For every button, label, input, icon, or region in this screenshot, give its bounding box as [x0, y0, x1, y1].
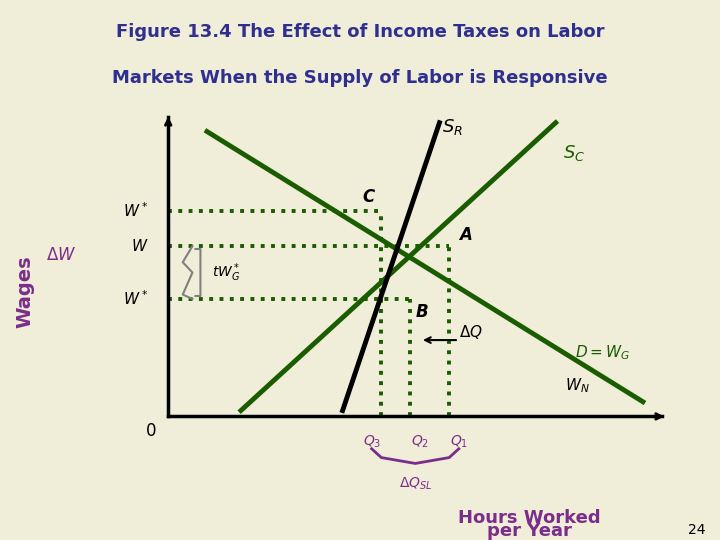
Text: Figure 13.4 The Effect of Income Taxes on Labor: Figure 13.4 The Effect of Income Taxes o… [116, 23, 604, 41]
Text: Wages: Wages [16, 255, 35, 328]
Text: $\Delta Q_{SL}$: $\Delta Q_{SL}$ [399, 475, 432, 491]
Text: $S_C$: $S_C$ [563, 143, 585, 163]
Text: $W$: $W$ [131, 238, 149, 254]
Text: $\Delta Q$: $\Delta Q$ [459, 323, 482, 341]
Text: $Q_2$: $Q_2$ [411, 434, 429, 450]
Text: 0: 0 [146, 422, 156, 440]
Text: $Q_3$: $Q_3$ [362, 434, 381, 450]
Text: 24: 24 [688, 523, 706, 537]
Text: $W_N$: $W_N$ [565, 376, 590, 395]
Text: $D = W_G$: $D = W_G$ [575, 343, 630, 362]
Text: $tW_G^*$: $tW_G^*$ [212, 261, 240, 284]
Text: per Year: per Year [487, 522, 572, 540]
Text: $Q_1$: $Q_1$ [450, 434, 468, 450]
Text: $W^*$: $W^*$ [124, 289, 149, 308]
Text: A: A [459, 226, 472, 244]
Text: $W^*$: $W^*$ [124, 201, 149, 220]
Text: Hours Worked: Hours Worked [458, 509, 600, 528]
Text: $S_R$: $S_R$ [442, 117, 463, 137]
Text: Markets When the Supply of Labor is Responsive: Markets When the Supply of Labor is Resp… [112, 69, 608, 87]
Text: C: C [362, 188, 374, 206]
Text: $\Delta W$: $\Delta W$ [46, 246, 76, 264]
Text: B: B [415, 302, 428, 321]
